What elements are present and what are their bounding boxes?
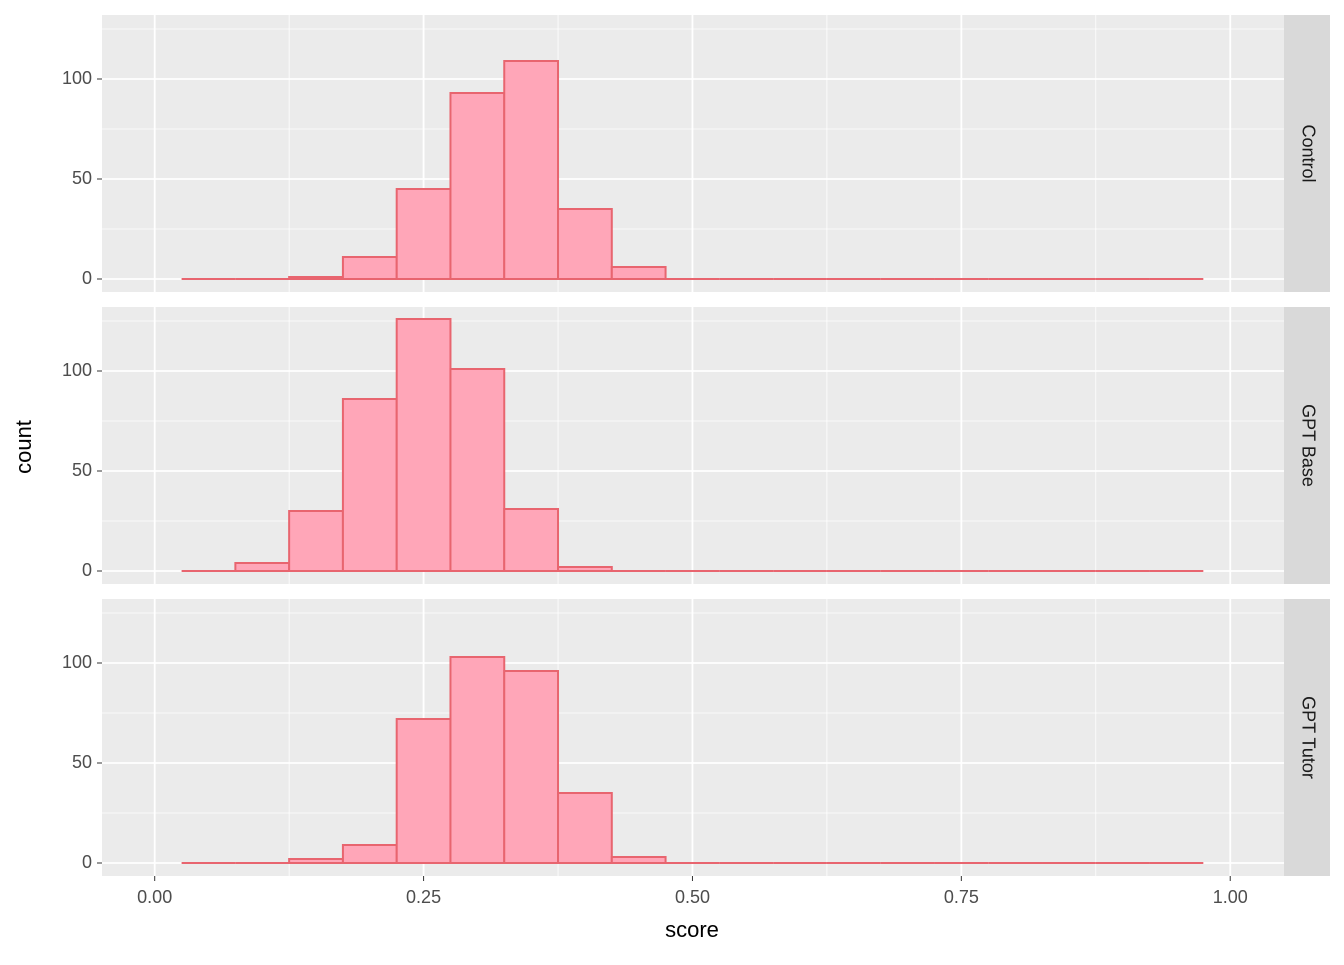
bar xyxy=(449,92,506,280)
y-tick-label: 0 xyxy=(82,268,92,288)
facet-label: GPT Base xyxy=(1298,404,1318,487)
bar xyxy=(395,718,452,864)
y-tick-label: 50 xyxy=(72,460,92,480)
facet-label: GPT Tutor xyxy=(1298,696,1318,779)
y-tick-label: 100 xyxy=(62,360,92,380)
x-axis-label: score xyxy=(665,917,719,942)
facet-label: Control xyxy=(1298,124,1318,182)
bar xyxy=(288,510,344,572)
bar xyxy=(610,856,667,864)
bar xyxy=(557,566,613,572)
bar xyxy=(503,508,560,572)
x-tick-label: 0.00 xyxy=(137,887,172,907)
bar xyxy=(503,670,560,864)
x-tick-label: 1.00 xyxy=(1213,887,1248,907)
bar xyxy=(288,858,344,864)
bar xyxy=(503,60,560,280)
y-tick-label: 50 xyxy=(72,168,92,188)
x-tick-label: 0.25 xyxy=(406,887,441,907)
bar xyxy=(234,562,291,572)
y-tick-label: 0 xyxy=(82,852,92,872)
y-tick-label: 50 xyxy=(72,752,92,772)
x-tick-label: 0.50 xyxy=(675,887,710,907)
x-tick-label: 0.75 xyxy=(944,887,979,907)
y-axis-label: count xyxy=(11,420,36,474)
bar xyxy=(557,208,613,280)
bar xyxy=(557,792,613,864)
bar xyxy=(610,266,667,280)
bar xyxy=(341,844,398,864)
bar xyxy=(341,398,398,572)
y-tick-label: 100 xyxy=(62,68,92,88)
bar xyxy=(341,256,398,280)
facet-strip xyxy=(1284,307,1330,584)
y-tick-label: 0 xyxy=(82,560,92,580)
y-tick-label: 100 xyxy=(62,652,92,672)
facet-strip xyxy=(1284,599,1330,876)
bar xyxy=(449,368,506,572)
bar xyxy=(395,318,452,572)
bar xyxy=(395,188,452,280)
facet-strip xyxy=(1284,15,1330,292)
bar xyxy=(288,276,344,280)
bar xyxy=(449,656,506,864)
